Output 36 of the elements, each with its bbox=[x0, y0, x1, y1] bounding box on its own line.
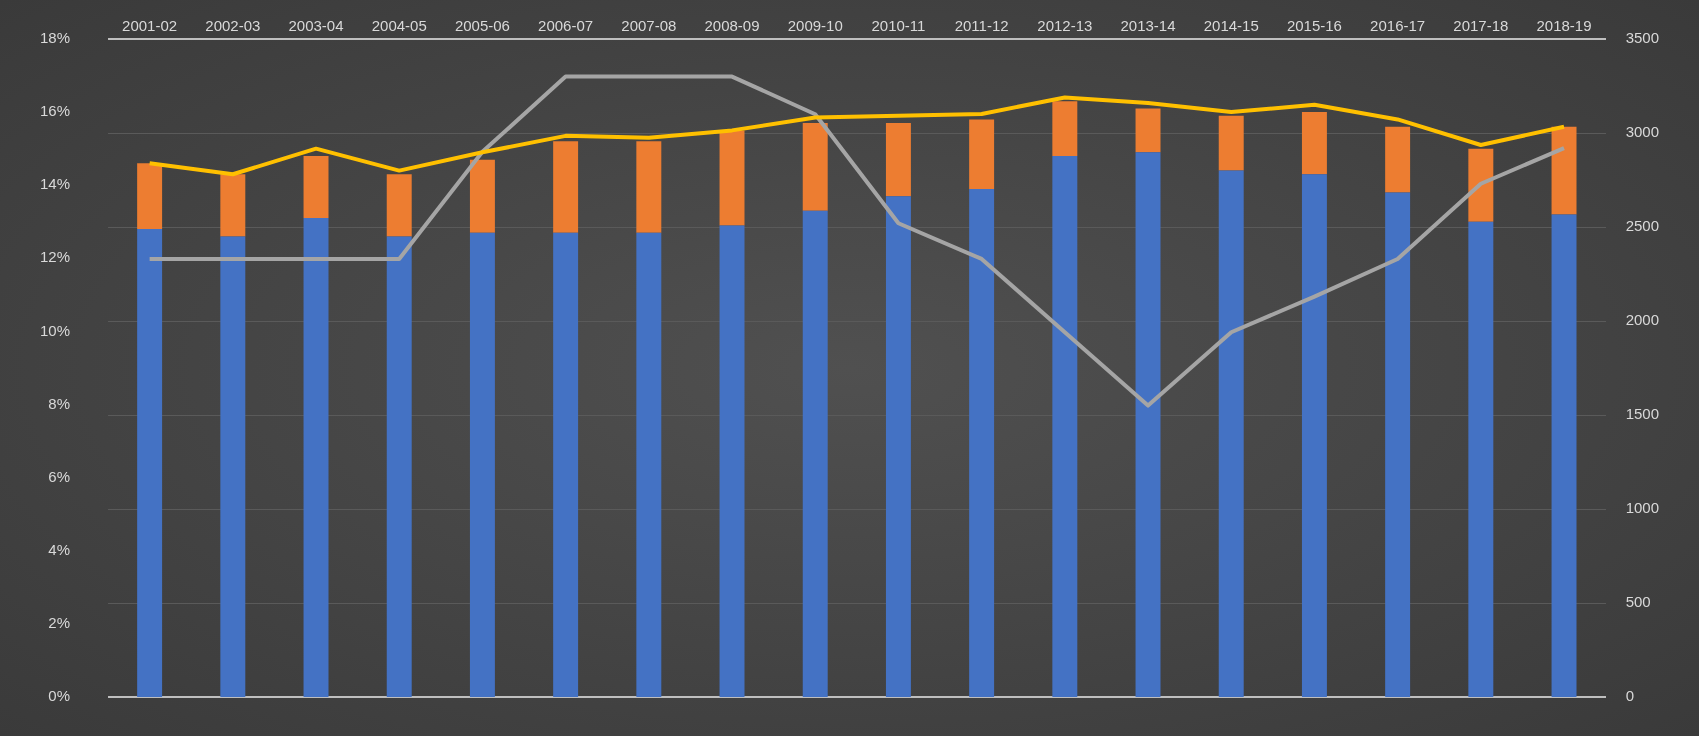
y-tick-label: 18% bbox=[39, 29, 71, 47]
y-tick-label: 8% bbox=[48, 394, 71, 412]
x-tick-label: 2012-13 bbox=[1037, 17, 1093, 35]
y2-tick-label: 2000 bbox=[1625, 311, 1660, 329]
x-tick-label: 2005-06 bbox=[454, 17, 510, 35]
y2-tick-label: 1000 bbox=[1625, 499, 1660, 517]
y-tick-label: 4% bbox=[48, 540, 71, 558]
x-tick-label: 2003-04 bbox=[288, 17, 344, 35]
x-tick-label: 2009-10 bbox=[787, 17, 843, 35]
x-tick-label: 2017-18 bbox=[1453, 17, 1509, 35]
x-tick-label: 2007-08 bbox=[621, 17, 677, 35]
x-tick-label: 2011-12 bbox=[954, 17, 1009, 35]
x-tick-label: 2015-16 bbox=[1286, 17, 1342, 35]
x-tick-label: 2018-19 bbox=[1536, 17, 1592, 35]
x-tick-label: 2010-11 bbox=[871, 17, 926, 35]
x-tick-label: 2006-07 bbox=[538, 17, 594, 35]
y-tick-label: 0% bbox=[48, 687, 71, 705]
x-tick-label: 2013-14 bbox=[1120, 17, 1176, 35]
y-tick-label: 12% bbox=[39, 248, 71, 266]
y2-tick-label: 0 bbox=[1625, 687, 1634, 705]
y2-tick-label: 3500 bbox=[1625, 29, 1660, 47]
x-tick-label: 2002-03 bbox=[205, 17, 261, 35]
y2-tick-label: 1500 bbox=[1625, 405, 1660, 423]
y2-tick-label: 3000 bbox=[1625, 123, 1660, 141]
y2-tick-label: 500 bbox=[1625, 593, 1651, 611]
y2-tick-label: 2500 bbox=[1625, 217, 1660, 235]
y-tick-label: 16% bbox=[39, 102, 71, 120]
y-tick-label: 2% bbox=[48, 614, 71, 632]
y-tick-label: 14% bbox=[39, 175, 71, 193]
x-tick-label: 2014-15 bbox=[1203, 17, 1259, 35]
y-tick-label: 6% bbox=[48, 467, 71, 485]
x-tick-label: 2008-09 bbox=[704, 17, 760, 35]
y-tick-label: 10% bbox=[39, 321, 71, 339]
x-tick-label: 2016-17 bbox=[1370, 17, 1426, 35]
x-tick-label: 2001-02 bbox=[122, 17, 178, 35]
x-tick-label: 2004-05 bbox=[371, 17, 427, 35]
